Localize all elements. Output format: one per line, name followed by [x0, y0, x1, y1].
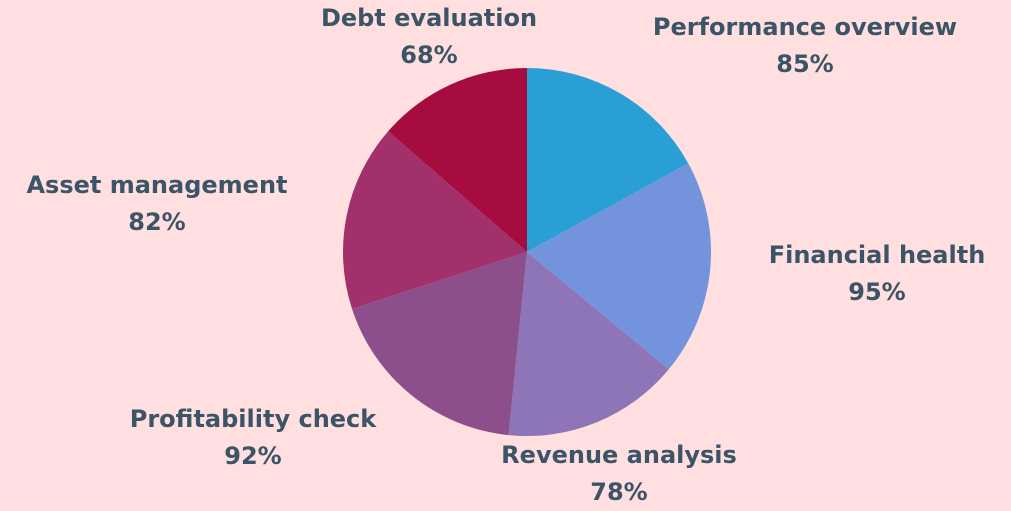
slice-label-profitability-check: Profitability check 92% [130, 401, 376, 475]
pie-slice-debt-evaluation [388, 68, 527, 252]
slice-name: Performance overview [652, 13, 958, 41]
pie-slice-profitability-check [352, 252, 527, 436]
slice-value: 68% [400, 41, 458, 69]
slice-name: Profitability check [129, 405, 377, 433]
pie-slice-financial-health [527, 163, 711, 370]
slice-name: Revenue analysis [501, 441, 737, 469]
slice-value: 85% [776, 50, 834, 78]
slice-label-performance-overview: Performance overview 85% [653, 9, 957, 83]
slice-value: 82% [128, 208, 186, 236]
slice-name: Financial health [768, 241, 986, 269]
slice-value: 78% [590, 478, 648, 506]
slice-label-asset-management: Asset management 82% [26, 167, 287, 241]
slice-name: Debt evaluation [320, 4, 538, 32]
slice-label-financial-health: Financial health 95% [769, 237, 986, 311]
pie-slice-performance-overview [527, 68, 689, 252]
slice-value: 95% [848, 278, 906, 306]
pie-slice-revenue-analysis [508, 252, 669, 436]
slice-label-debt-evaluation: Debt evaluation 68% [321, 0, 537, 74]
pie-slice-asset-management [343, 131, 527, 309]
slice-value: 92% [224, 442, 282, 470]
slice-name: Asset management [26, 171, 288, 199]
slice-label-revenue-analysis: Revenue analysis 78% [501, 437, 737, 511]
